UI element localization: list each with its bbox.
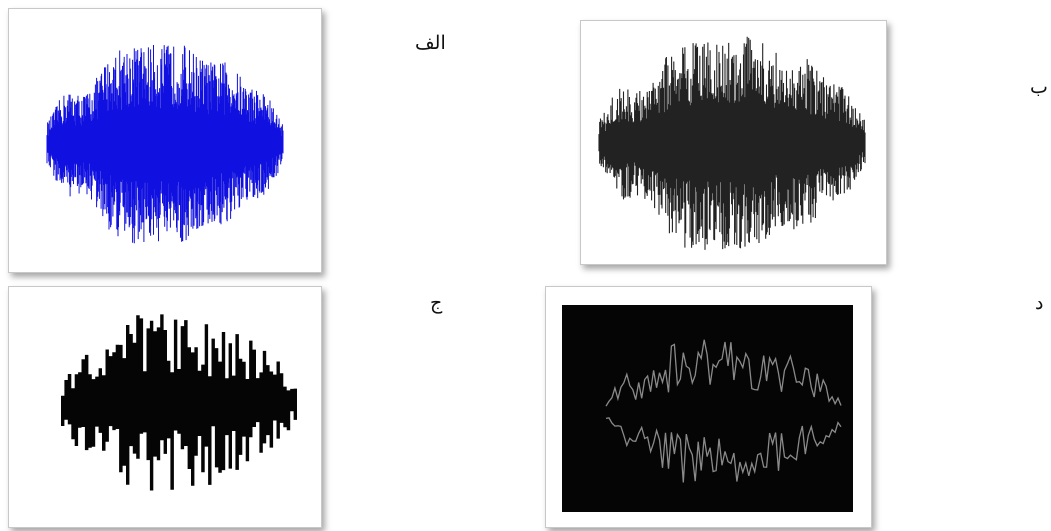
edge-image-background: [562, 305, 853, 512]
waveform-edges-image: [546, 287, 871, 527]
waveform-binary-shape: [61, 314, 297, 490]
waveform-trace: [47, 45, 283, 243]
waveform-trace: [599, 37, 865, 250]
panel-d-label: د: [1035, 294, 1043, 313]
panel-c-label: ج: [430, 294, 442, 313]
panel-waveform-edges: [545, 286, 872, 528]
panel-waveform-blue: [8, 8, 322, 273]
waveform-blue-image: [9, 9, 321, 272]
panel-waveform-gray: [580, 20, 887, 265]
panel-b-label: ب: [1030, 78, 1048, 97]
waveform-gray-image: [581, 21, 886, 264]
panel-a-label: الف: [415, 34, 446, 53]
waveform-binary-image: [9, 287, 321, 527]
panel-waveform-binary: [8, 286, 322, 528]
